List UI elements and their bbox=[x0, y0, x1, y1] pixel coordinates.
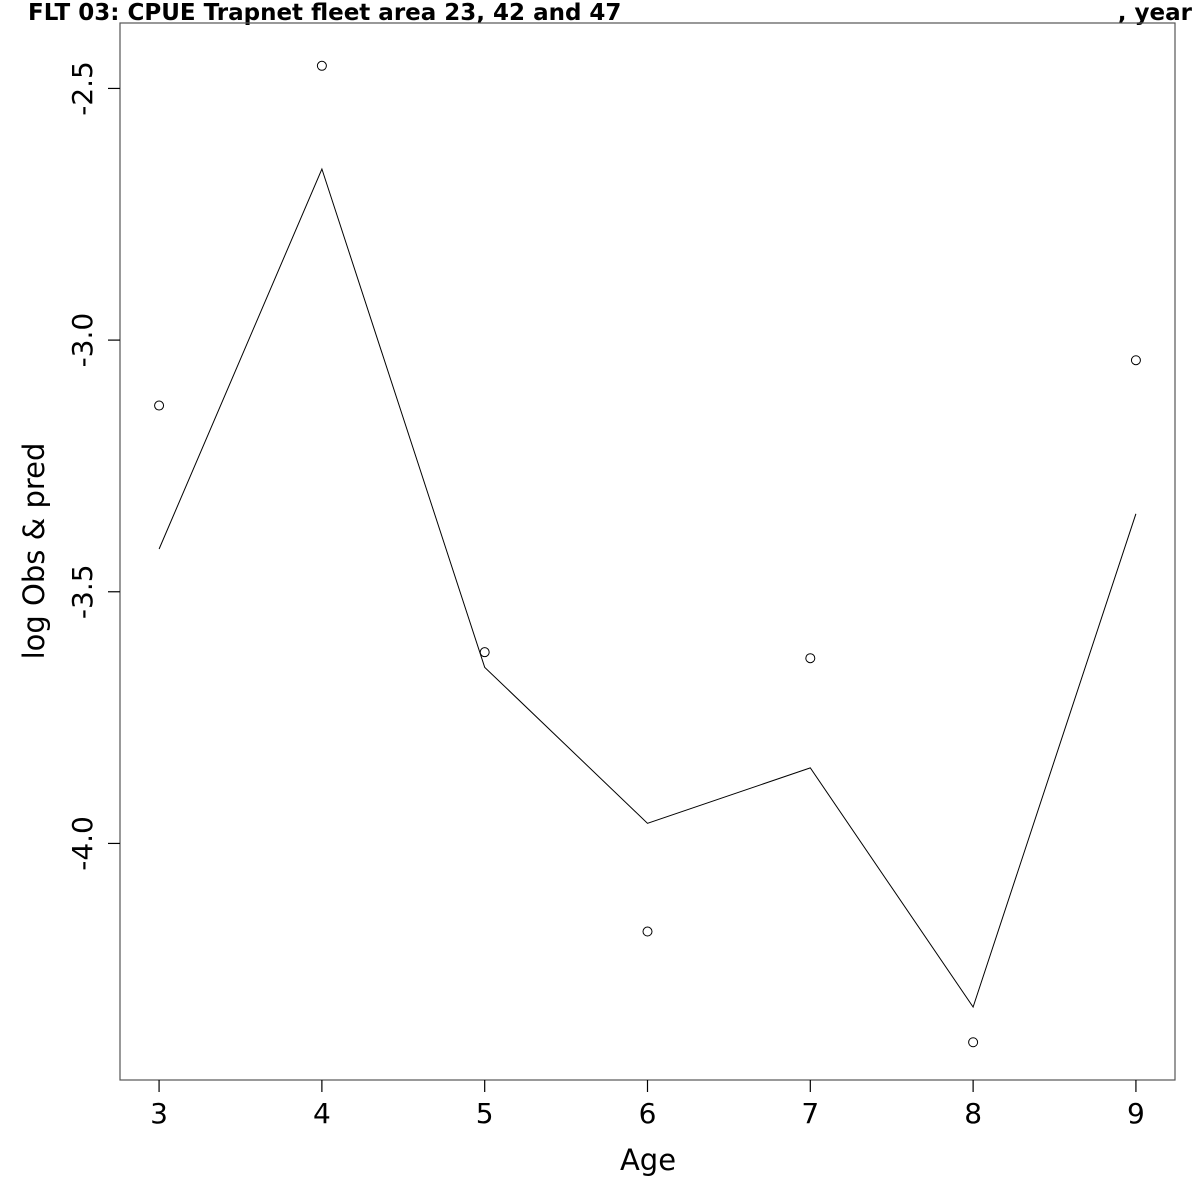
y-tick-label: -3.5 bbox=[66, 564, 99, 619]
plot-frame bbox=[119, 22, 1176, 1081]
observed-point bbox=[1130, 355, 1141, 366]
x-axis-title: Age bbox=[620, 1143, 676, 1177]
x-tick-label: 4 bbox=[313, 1097, 331, 1130]
observed-point bbox=[154, 400, 165, 411]
y-tick-label: -3.0 bbox=[66, 313, 99, 368]
chart-title: FLT 03: CPUE Trapnet fleet area 23, 42 a… bbox=[28, 0, 622, 26]
x-tick-label: 3 bbox=[150, 1097, 168, 1130]
y-axis-title: log Obs & pred bbox=[17, 443, 51, 660]
y-tick-label: -2.5 bbox=[66, 61, 99, 116]
observed-point bbox=[968, 1037, 979, 1048]
x-axis: 3 4 5 6 7 8 9 bbox=[150, 1080, 1145, 1130]
x-tick-label: 8 bbox=[964, 1097, 982, 1130]
predicted-line bbox=[158, 167, 1137, 1009]
observed-point bbox=[805, 653, 816, 664]
observed-point bbox=[642, 926, 653, 937]
observed-point bbox=[479, 647, 490, 658]
x-tick-label: 7 bbox=[801, 1097, 819, 1130]
x-tick-label: 9 bbox=[1127, 1097, 1145, 1130]
x-tick-label: 5 bbox=[476, 1097, 494, 1130]
y-tick-label: -4.0 bbox=[66, 816, 99, 871]
y-axis: -2.5 -3.0 -3.5 -4.0 bbox=[66, 61, 120, 871]
x-tick-label: 6 bbox=[639, 1097, 657, 1130]
chart-title-suffix: , year bbox=[1117, 0, 1192, 26]
observed-point bbox=[316, 60, 327, 71]
series-layer bbox=[154, 60, 1141, 1048]
